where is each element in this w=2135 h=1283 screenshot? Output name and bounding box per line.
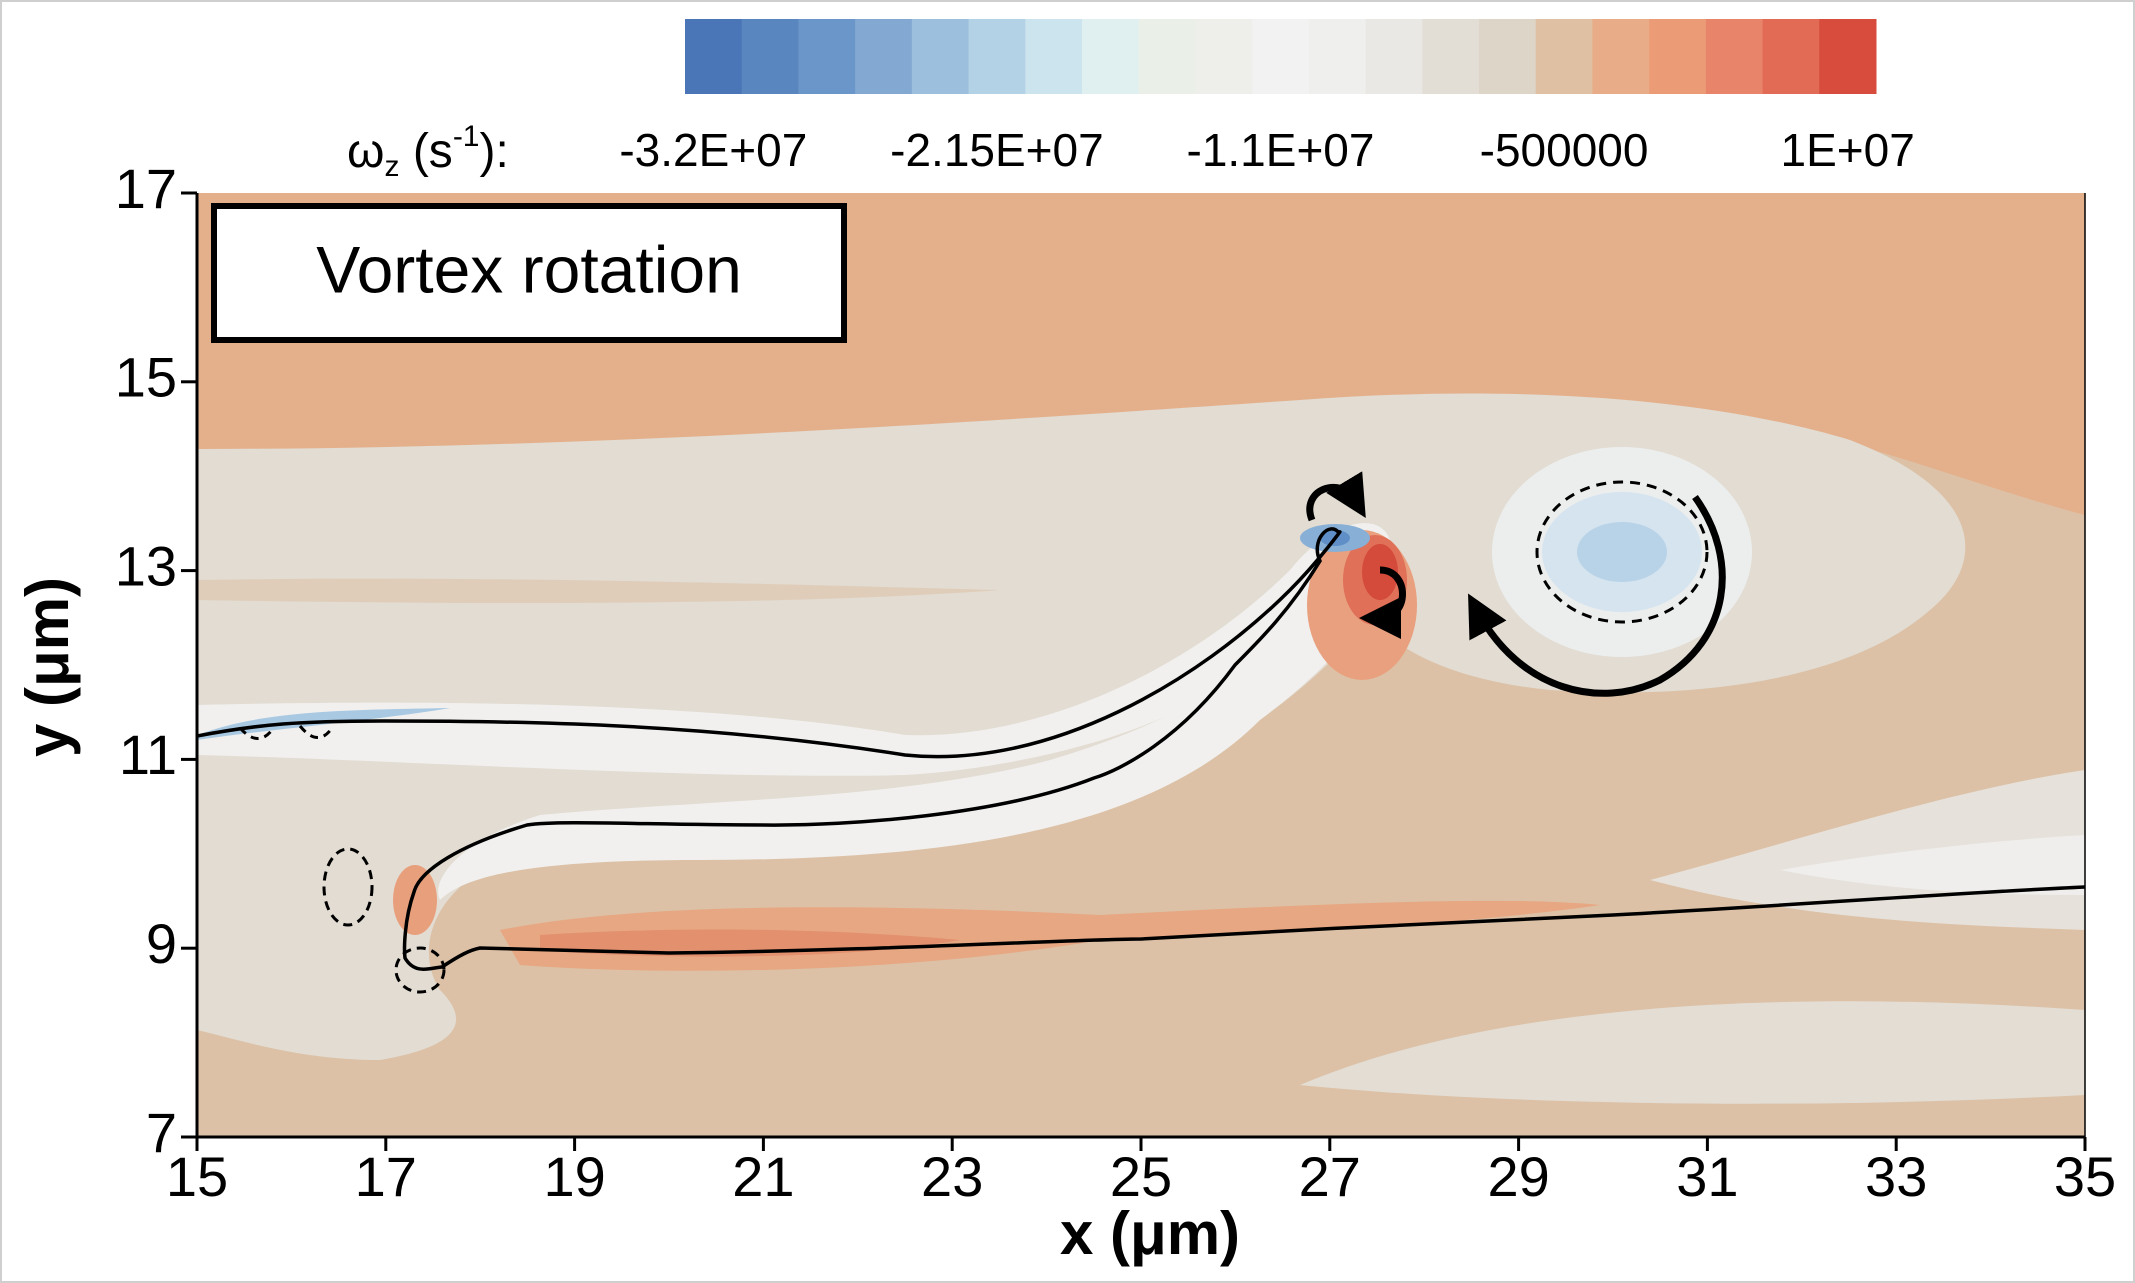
x-tick-label: 21 — [732, 1145, 794, 1208]
x-tick-label: 15 — [166, 1145, 228, 1208]
x-tick-label: 33 — [1865, 1145, 1927, 1208]
interface-line — [197, 527, 2085, 971]
y-tick-label: 15 — [115, 346, 177, 409]
colorbar-band — [685, 19, 743, 94]
colorbar-label: ωz (s-1): — [347, 120, 509, 183]
colorbar-band — [1762, 19, 1820, 94]
colorbar-label-symbol: ω — [347, 125, 384, 178]
rotation-arrow — [1306, 471, 1366, 522]
colorbar-band — [1025, 19, 1083, 94]
colorbar-tick-label: 1E+07 — [1780, 124, 1914, 176]
colorbar-tick-label: -1.1E+07 — [1187, 124, 1375, 176]
x-tick-label: 27 — [1299, 1145, 1361, 1208]
colorbar-band — [1082, 19, 1140, 94]
y-tick-label: 11 — [119, 723, 177, 786]
colorbar-band — [911, 19, 970, 94]
rotation-arrow — [1468, 494, 1726, 697]
dashed-contour — [322, 847, 374, 927]
field-right-core — [1780, 835, 2085, 895]
x-tick-label: 25 — [1110, 1145, 1172, 1208]
colorbar-label-unit: (s — [399, 125, 452, 178]
x-tick-label: 23 — [921, 1145, 983, 1208]
colorbar-label-sup: -1 — [453, 120, 480, 153]
colorbar-band — [741, 19, 799, 94]
colorbar-band — [1535, 19, 1593, 94]
x-tick-label: 17 — [355, 1145, 417, 1208]
y-tick-label: 7 — [146, 1101, 177, 1164]
colorbar-tick-label: -500000 — [1480, 124, 1649, 176]
rotation-arrow — [1359, 566, 1406, 639]
vortex-contour — [1535, 480, 1709, 624]
y-axis-title: y (μm) — [14, 577, 81, 757]
colorbar-band — [968, 19, 1026, 94]
colorbar-band — [1649, 19, 1707, 94]
dashed-contour — [238, 725, 334, 740]
y-tick-label: 13 — [115, 534, 177, 597]
annotation-box — [211, 203, 847, 343]
colorbar-band — [1195, 19, 1253, 94]
colorbar-band — [1365, 19, 1423, 94]
field-strip — [197, 578, 1000, 603]
vortex-core — [1577, 522, 1667, 582]
x-axis-title: x (μm) — [1060, 1200, 1240, 1267]
colorbar-band — [1705, 19, 1764, 94]
field-jet — [197, 523, 1390, 900]
colorbar-label-sub: z — [384, 150, 399, 183]
x-tick-label: 35 — [2054, 1145, 2116, 1208]
colorbar-band — [1819, 19, 1877, 94]
colorbar-tick-label: -2.15E+07 — [890, 124, 1104, 176]
x-tick-label: 29 — [1487, 1145, 1549, 1208]
y-tick-label: 9 — [146, 912, 177, 975]
y-tick-label: 17 — [115, 157, 177, 220]
colorbar-tick-label: -3.2E+07 — [619, 124, 807, 176]
colorbar-band — [1252, 19, 1310, 94]
colorbar-band — [1308, 19, 1367, 94]
colorbar-label-end: ): — [480, 125, 509, 178]
colorbar-band — [1138, 19, 1196, 94]
colorbar-band — [1422, 19, 1480, 94]
colorbar-band — [855, 19, 913, 94]
field-lower — [1300, 1001, 2085, 1104]
x-tick-label: 31 — [1676, 1145, 1738, 1208]
x-tick-label: 19 — [543, 1145, 605, 1208]
field-spot — [393, 865, 437, 935]
dashed-contour — [394, 946, 446, 994]
colorbar-band — [1592, 19, 1650, 94]
vorticity-field — [197, 193, 2085, 1137]
colorbar-band — [798, 19, 856, 94]
annotation: Vortex rotation — [316, 232, 742, 306]
field-shear — [197, 708, 450, 740]
colorbar-band — [1479, 19, 1537, 94]
